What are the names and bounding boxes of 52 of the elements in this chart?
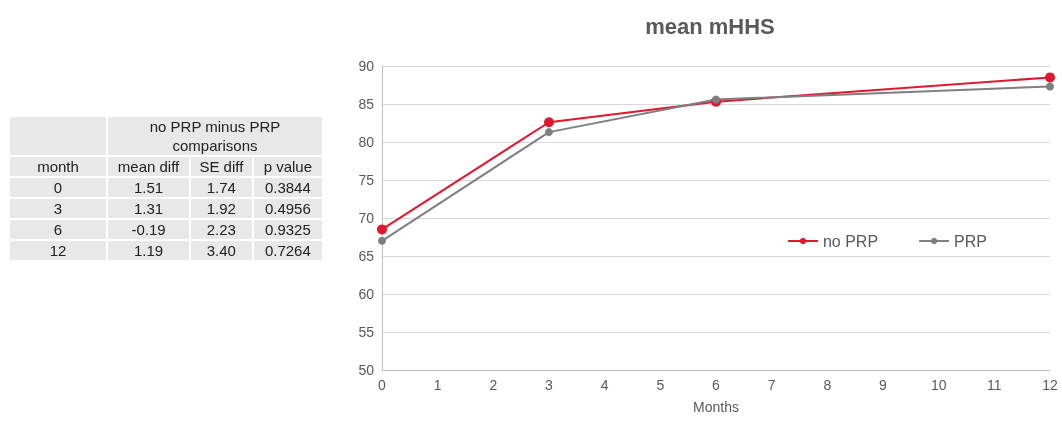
y-tick-label: 85 (358, 96, 375, 112)
legend-label: PRP (954, 232, 988, 250)
text: 1.92 (206, 200, 236, 217)
y-tick-label: 60 (358, 286, 375, 302)
text: 0.3844 (264, 179, 311, 196)
text: 1.31 (133, 200, 164, 217)
legend-label: no PRP (822, 232, 879, 250)
y-tick-label: 65 (358, 248, 375, 264)
text: -0.19 (131, 221, 166, 238)
x-tick-label: 3 (545, 377, 554, 393)
category-label: month (9, 156, 107, 177)
point (1045, 72, 1055, 83)
x-tick-label: 2 (489, 377, 498, 393)
y-tick-label: 50 (358, 362, 375, 378)
x-tick-label: 1 (433, 377, 442, 393)
chart-title: mean mHHS (645, 13, 775, 39)
category-label: p value (252, 156, 323, 177)
x-tick-label: 11 (987, 377, 1002, 393)
y-tick-label: 70 (358, 210, 375, 226)
point (378, 236, 386, 245)
text: 0 (53, 179, 63, 196)
point (545, 128, 553, 137)
x-tick-label: 0 (378, 377, 387, 393)
text: 3 (53, 200, 63, 217)
text: 1.51 (133, 179, 164, 196)
x-tick-label: 4 (600, 377, 609, 393)
text: 3.40 (206, 242, 236, 259)
x-axis-title: Months (693, 399, 739, 415)
x-tick-label: 7 (767, 377, 776, 393)
text: 2.23 (206, 221, 236, 238)
x-tick-label: 10 (930, 377, 947, 393)
x-tick-label: 9 (879, 377, 888, 393)
y-tick-label: 90 (358, 58, 375, 74)
y-tick-label: 80 (358, 134, 375, 150)
x-tick-label: 6 (712, 377, 721, 393)
y-tick-label: 75 (358, 172, 375, 188)
text: 1.74 (206, 179, 236, 196)
y-tick-label: 55 (358, 324, 375, 340)
text: 6 (53, 221, 63, 238)
text: 1.19 (133, 242, 164, 259)
text: 12 (49, 242, 67, 259)
x-tick-label: 5 (656, 377, 665, 393)
category-label: SE diff (190, 156, 253, 177)
x-tick-label: 12 (1042, 377, 1058, 393)
point (1046, 82, 1054, 91)
text: 0.4956 (264, 200, 311, 217)
text: 0.9325 (264, 221, 311, 238)
point (544, 117, 554, 128)
x-tick-label: 8 (823, 377, 832, 393)
point (377, 224, 387, 235)
text: 0.7264 (264, 242, 311, 259)
category-label: mean diff (107, 156, 191, 177)
